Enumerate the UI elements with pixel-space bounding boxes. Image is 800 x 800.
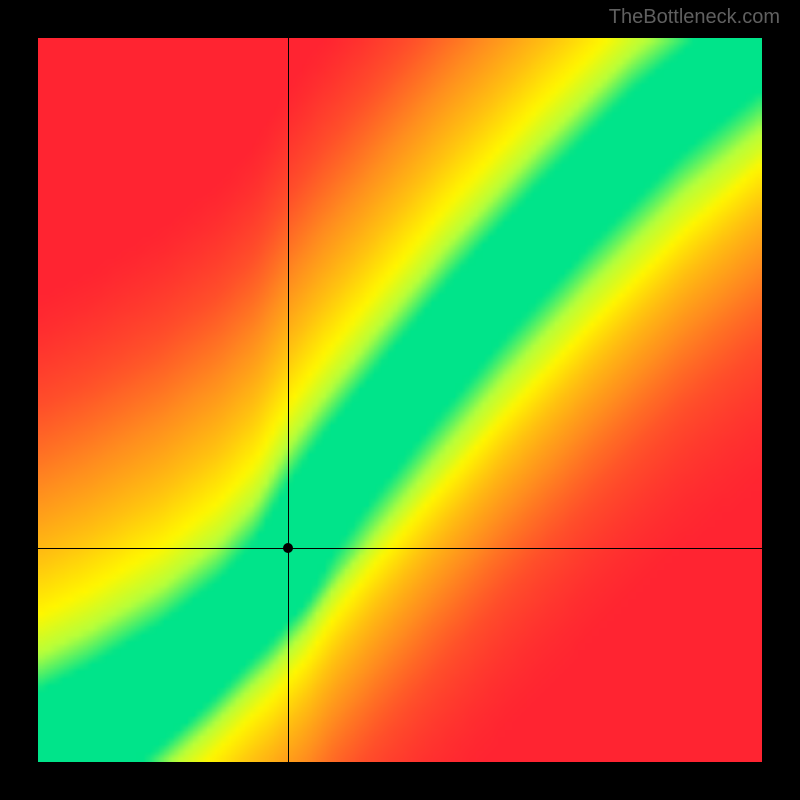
marker-dot — [283, 543, 293, 553]
crosshair-vertical — [288, 38, 289, 762]
heatmap-canvas — [38, 38, 762, 762]
watermark-text: TheBottleneck.com — [609, 6, 780, 29]
bottleneck-heatmap — [38, 38, 762, 762]
crosshair-horizontal — [38, 548, 762, 549]
